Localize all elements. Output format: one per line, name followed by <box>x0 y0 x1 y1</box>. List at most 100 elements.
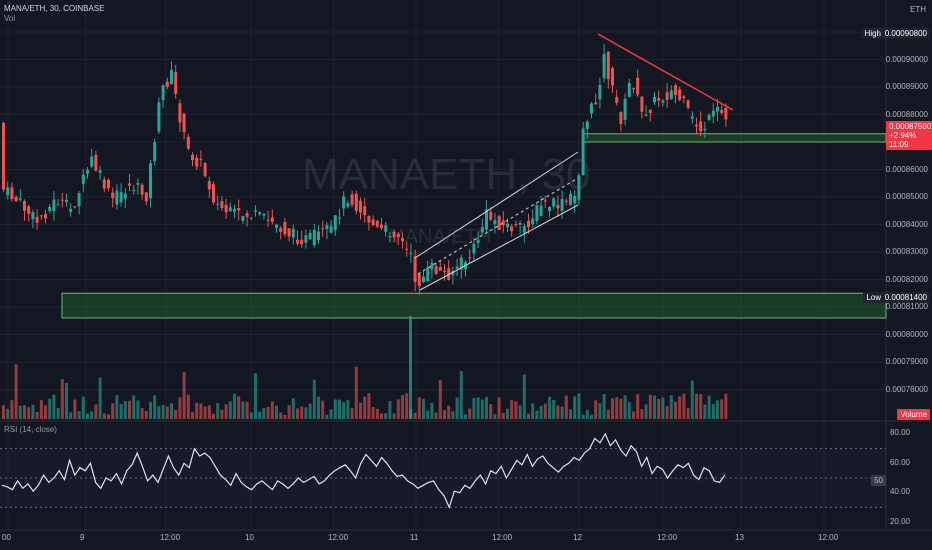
candle <box>191 154 194 161</box>
candle <box>602 53 606 79</box>
candle <box>644 114 648 116</box>
volume-bar <box>98 377 102 419</box>
candle <box>132 189 136 191</box>
volume-bar <box>241 401 245 419</box>
candle <box>560 199 564 211</box>
current-price: 0.00087500 <box>889 122 932 131</box>
volume-bar <box>640 408 644 419</box>
time-tick: 12 <box>573 533 582 542</box>
candle <box>619 112 623 125</box>
time-tick: 13 <box>735 533 744 542</box>
candle <box>35 216 39 223</box>
candle <box>388 236 392 238</box>
candle <box>497 216 501 231</box>
volume-bar <box>413 412 417 419</box>
volume-bar <box>619 398 623 419</box>
candle <box>224 204 228 213</box>
candle <box>296 239 299 244</box>
rsi-value-tag: 50 <box>871 475 886 486</box>
candle <box>531 218 535 225</box>
rsi-line <box>1 432 726 509</box>
volume-bar <box>611 398 614 419</box>
volume-bar <box>65 383 68 419</box>
rsi-band <box>0 448 886 508</box>
volume-bar <box>329 409 333 419</box>
candle <box>413 256 417 283</box>
volume-bar <box>510 400 514 419</box>
volume-bar <box>497 397 501 419</box>
volume-bar <box>300 406 304 419</box>
candle <box>245 213 249 217</box>
volume-bar <box>636 394 640 419</box>
time-tick: 12:00 <box>160 533 181 542</box>
volume-bar <box>573 396 577 419</box>
candle <box>674 85 677 95</box>
volume-bar <box>501 412 505 419</box>
volume-bar <box>548 396 551 419</box>
volume-bar <box>321 400 325 419</box>
candle <box>375 221 379 227</box>
current-price-tag: 0.00087500 +2.94% 11:09 <box>886 121 932 150</box>
candle <box>678 89 682 100</box>
volume-bar <box>60 379 64 419</box>
time-tick: 9 <box>80 533 85 542</box>
volume-bar <box>443 410 446 419</box>
candle <box>203 162 207 177</box>
volume-bar <box>585 409 589 419</box>
candle <box>27 206 31 214</box>
volume-bar <box>674 401 677 419</box>
volume-bar <box>237 396 241 419</box>
candle <box>669 90 673 99</box>
time-tick: 11 <box>410 533 419 542</box>
volume-bar <box>711 404 715 419</box>
candle <box>258 212 262 215</box>
candle <box>111 192 115 199</box>
volume-bar <box>388 401 392 419</box>
volume-bar <box>27 407 31 419</box>
rsi-label[interactable]: RSI (14, close) <box>4 425 57 434</box>
volume-bar <box>606 409 610 419</box>
candle <box>216 203 220 205</box>
candle <box>48 206 52 212</box>
volume-bar <box>489 404 493 419</box>
symbol-title[interactable]: MANA/ETH, 30, COINBASE <box>4 4 105 13</box>
volume-bar <box>661 397 665 419</box>
volume-bar <box>577 393 581 419</box>
volume-bar <box>350 408 354 419</box>
candle <box>590 103 593 114</box>
volume-bar <box>233 393 236 419</box>
volume-bar <box>182 372 186 419</box>
volume-bar <box>695 393 698 419</box>
volume-bar <box>333 399 337 419</box>
volume-bar <box>476 397 480 419</box>
candle <box>472 243 476 254</box>
resistance-trendline <box>597 33 734 111</box>
volume-bar <box>531 403 535 419</box>
candle <box>548 207 551 212</box>
volume-bar <box>716 400 719 419</box>
candle <box>392 231 396 238</box>
volume-bar <box>354 366 358 419</box>
volume-bar <box>720 399 724 419</box>
price-tick: 0.00082000 <box>885 274 928 284</box>
price-tick: 0.00086000 <box>885 164 928 174</box>
candle <box>157 102 161 132</box>
volume-bar <box>275 405 278 419</box>
candle <box>514 224 518 226</box>
candle <box>636 77 640 95</box>
volume-bar <box>556 405 560 419</box>
volume-bar <box>384 413 388 419</box>
candle <box>409 253 413 255</box>
volume-bar <box>543 403 547 419</box>
volume-bar <box>648 394 652 419</box>
volume-bar <box>485 396 488 419</box>
volume-bar <box>107 414 110 419</box>
candle <box>686 100 690 108</box>
volume-bar <box>468 408 472 419</box>
volume-bar <box>707 395 711 419</box>
volume-label[interactable]: Vol <box>4 14 16 23</box>
volume-bar <box>539 405 543 419</box>
candle <box>535 205 539 221</box>
channel-midline <box>417 177 579 275</box>
